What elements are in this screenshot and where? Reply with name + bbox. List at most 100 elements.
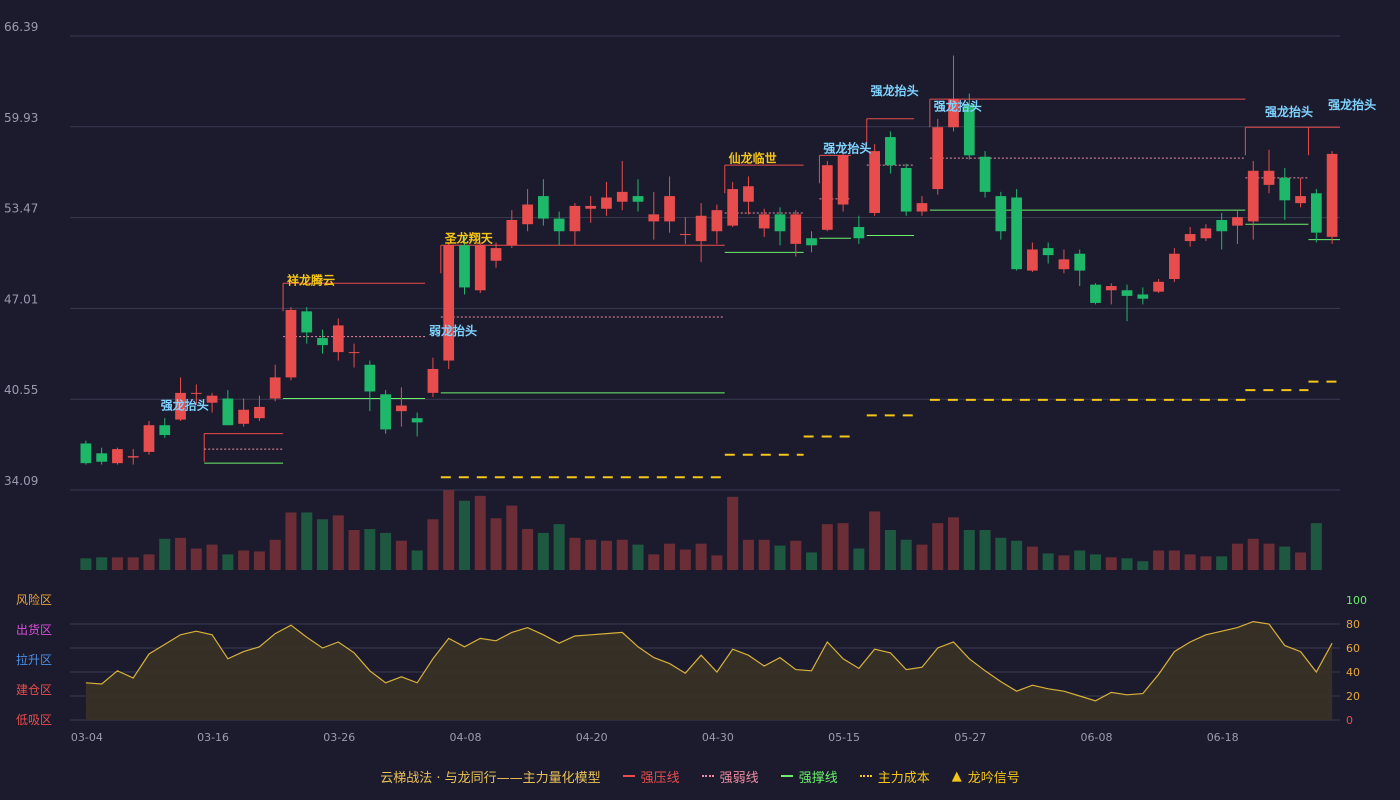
volume-bar: [1279, 546, 1291, 570]
x-tick-label: 05-27: [954, 731, 986, 744]
candle-body: [758, 214, 770, 229]
volume-bar: [253, 551, 265, 570]
volume-bar: [1200, 556, 1212, 570]
candle-body: [648, 214, 660, 222]
candle-body: [490, 248, 502, 261]
volume-bar: [1216, 556, 1228, 570]
candle-body: [743, 186, 754, 202]
volume-bar: [979, 530, 991, 570]
volume-bar: [316, 519, 329, 570]
volume-bar: [269, 539, 281, 570]
signal-label: 仙龙临世: [729, 150, 777, 165]
legend-item-resistance: 强压线: [622, 767, 680, 786]
osc-tick-label: 100: [1346, 594, 1367, 607]
signal-label: 圣龙翔天: [444, 230, 494, 245]
volume-bar: [96, 557, 108, 570]
x-tick-label: 06-08: [1080, 731, 1112, 744]
volume-bar: [1042, 553, 1054, 570]
volume-bar: [995, 537, 1007, 570]
volume-bar: [1168, 550, 1180, 570]
price-tick-label: 34.09: [4, 474, 38, 488]
candle-body: [664, 196, 675, 222]
candle-body: [396, 405, 407, 412]
oscillator-line: [85, 620, 1333, 702]
candle-body: [1168, 253, 1180, 280]
candle-body: [711, 210, 723, 232]
volume-bar: [806, 552, 818, 570]
x-tick-label: 04-20: [576, 731, 608, 744]
volume-bar: [727, 496, 739, 570]
candle-body: [900, 167, 912, 212]
volume-bar: [1247, 538, 1259, 570]
volume-bar: [332, 515, 344, 570]
candle-body: [1200, 228, 1212, 239]
candle-body: [1121, 290, 1133, 296]
candle-body: [175, 392, 186, 420]
volume-bar: [380, 532, 392, 570]
x-tick-label: 06-18: [1207, 731, 1239, 744]
zone-label: 拉升区: [16, 652, 52, 667]
price-tick-label: 40.55: [4, 383, 38, 397]
signal-label: 强龙抬头: [161, 398, 209, 413]
candle-body: [948, 99, 959, 128]
candle-body: [963, 104, 975, 156]
volume-bar: [1231, 543, 1243, 570]
candle-body: [190, 392, 202, 394]
candle-body: [979, 156, 991, 192]
candle-body: [411, 418, 423, 423]
candle-body: [995, 196, 1007, 232]
legend-item-support: 强撑线: [780, 767, 838, 786]
volume-bar: [900, 539, 912, 570]
volume-bar: [427, 519, 439, 570]
candle-body: [1326, 153, 1338, 237]
candle-body: [143, 425, 155, 452]
candle-body: [254, 406, 265, 419]
volume-bar: [285, 512, 297, 570]
candle-body: [285, 309, 297, 378]
candle-body: [679, 234, 691, 236]
volume-bar: [80, 558, 92, 570]
signal-label: 强龙抬头: [823, 141, 871, 156]
volume-bar: [301, 512, 313, 570]
volume-bar: [648, 554, 660, 570]
volume-bar: [522, 529, 534, 570]
candle-body: [1232, 217, 1243, 226]
candle-body: [1295, 196, 1306, 204]
volume-bar: [1089, 554, 1102, 570]
osc-tick-label: 40: [1346, 666, 1360, 679]
candle-body: [96, 453, 108, 462]
candle-body: [1216, 219, 1228, 232]
candle-body: [1011, 197, 1022, 270]
volume-bar: [395, 540, 407, 570]
volume-bar: [238, 550, 250, 570]
oscillator-area: [85, 621, 1333, 720]
volume-bar: [569, 537, 581, 570]
candle-body: [269, 377, 281, 399]
volume-bar: [411, 550, 423, 570]
volume-bar: [127, 557, 139, 570]
volume-bar: [1121, 558, 1133, 570]
candle-body: [301, 311, 313, 333]
candle-body: [790, 214, 802, 244]
candle-body: [1263, 170, 1275, 185]
volume-bar: [364, 529, 376, 570]
volume-bar: [947, 517, 960, 570]
volume-bar: [490, 518, 502, 570]
candle-body: [616, 191, 628, 202]
volume-bar: [790, 540, 802, 570]
volume-bar: [348, 530, 360, 570]
volume-bar: [1074, 550, 1086, 570]
volume-bar: [758, 539, 770, 570]
zone-label: 风险区: [16, 592, 52, 607]
zone-label: 低吸区: [16, 713, 52, 727]
volume-bar: [222, 554, 234, 570]
volume-bar: [585, 539, 597, 570]
volume-bar: [1295, 552, 1307, 570]
osc-tick-label: 80: [1346, 618, 1360, 631]
volume-bar: [553, 524, 565, 570]
volume-bar: [474, 495, 486, 570]
candle-body: [1042, 248, 1054, 256]
price-tick-label: 53.47: [4, 202, 38, 216]
volume-bar: [1026, 546, 1038, 570]
candle-body: [853, 227, 865, 239]
